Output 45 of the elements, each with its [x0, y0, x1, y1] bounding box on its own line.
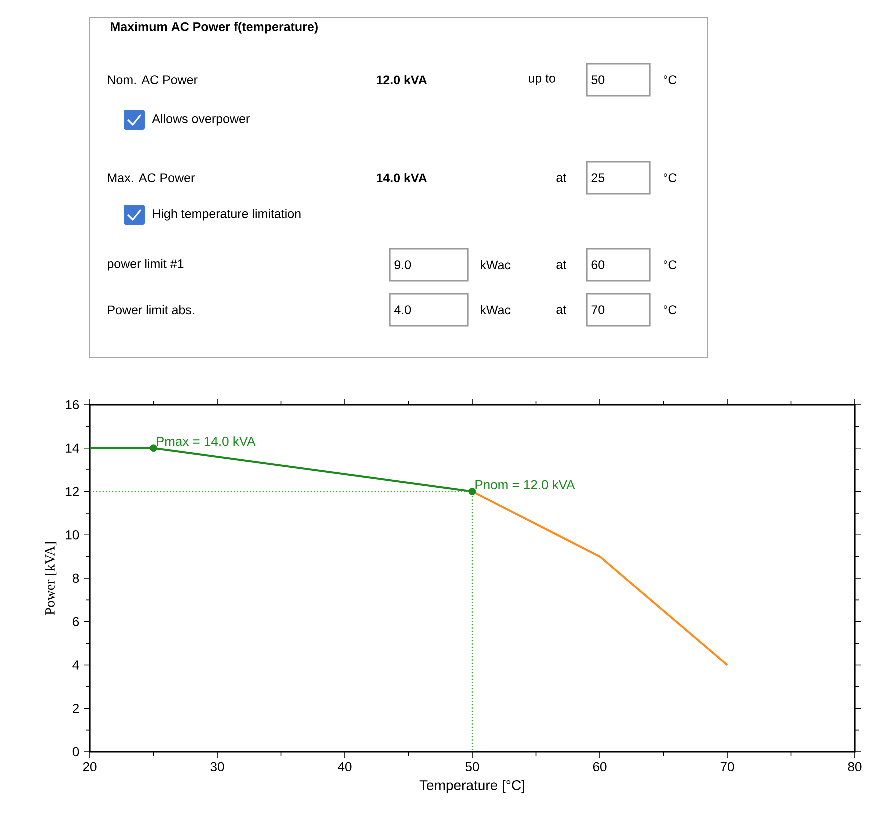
text: °C — [664, 306, 677, 314]
text: Allows overpower — [152, 114, 250, 126]
y-tick-label: 12 — [66, 487, 79, 496]
annotation: Pnom = 12.0 kVA — [476, 480, 576, 490]
y-tick-label: 14 — [66, 444, 80, 453]
y-tick-label: 6 — [73, 617, 80, 626]
text: Maximum AC Power f(temperature) — [111, 22, 318, 34]
y-tick-label: 16 — [66, 400, 80, 410]
y-tick-label: 4 — [72, 660, 80, 670]
text: Max. AC Power — [108, 174, 195, 182]
text: °C — [664, 76, 677, 84]
x-tick-label: 50 — [466, 762, 480, 772]
text: Nom. AC Power — [108, 76, 198, 84]
x-tick-label: 20 — [83, 762, 97, 772]
x-tick-label: 30 — [210, 762, 224, 772]
text: High temperature limitation — [153, 209, 301, 221]
text: 14.0 kVA — [376, 173, 428, 183]
text: up to — [529, 74, 556, 86]
text: 50 — [592, 76, 605, 84]
y-tick-label: 2 — [73, 704, 79, 714]
text: at — [556, 306, 567, 314]
text: at — [556, 174, 567, 182]
text: 70 — [592, 306, 605, 314]
text: 25 — [592, 174, 605, 182]
text: °C — [664, 174, 677, 182]
text: 12.0 kVA — [376, 75, 428, 85]
y-tick-label: 10 — [66, 530, 80, 540]
x-tick-label: 60 — [593, 762, 607, 772]
text: at — [556, 260, 567, 270]
x-tick-label: 70 — [720, 762, 734, 772]
text: 60 — [592, 260, 605, 270]
text: power limit #1 — [108, 259, 184, 271]
y-tick-label: 8 — [72, 574, 80, 584]
text: 4.0 — [394, 306, 412, 314]
text: °C — [664, 260, 677, 270]
y-tick-label: 0 — [72, 747, 80, 757]
annotation: Pmax = 14.0 kVA — [157, 436, 256, 446]
text: kWac — [481, 260, 511, 270]
text: 9.0 — [394, 260, 412, 270]
x-tick-label: 80 — [848, 762, 862, 772]
text: kWac — [481, 305, 511, 315]
text: Power limit abs. — [108, 305, 194, 315]
x-axis-title: Temperature [°C] — [420, 780, 524, 794]
y-axis-title: Power [kVA] — [45, 542, 57, 616]
x-tick-label: 40 — [338, 762, 352, 772]
